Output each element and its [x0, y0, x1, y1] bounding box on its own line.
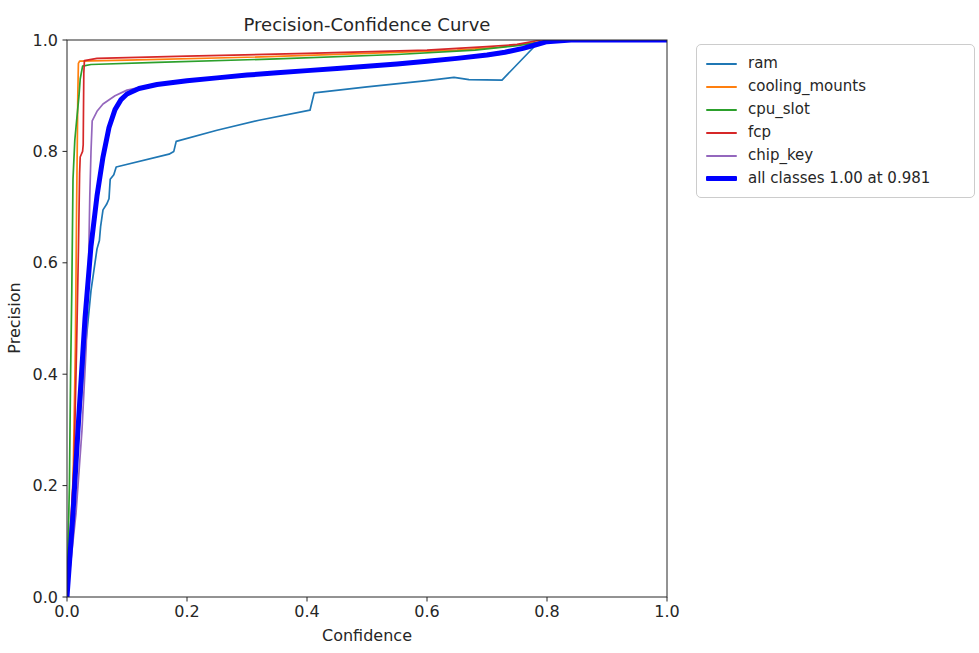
curve-cpu-slot: [67, 40, 667, 597]
y-tick-label: 0.0: [33, 588, 58, 607]
axes-layer: 0.0 0.2 0.4 0.6 0.8 1.0 0.0 0.2 0.4 0.6 0.8 1.0: [33, 31, 680, 622]
legend: ramcooling_mountscpu_slotfcpchip_keyall …: [696, 44, 975, 198]
legend-line-swatch: [706, 109, 737, 111]
y-tick-label: 0.2: [33, 476, 58, 495]
plot-border: [67, 40, 667, 597]
legend-line-swatch: [706, 132, 737, 134]
legend-label: cpu_slot: [748, 98, 810, 121]
x-tick-label: 1.0: [654, 602, 679, 621]
y-tick-label: 1.0: [33, 31, 58, 50]
legend-line-swatch: [706, 63, 737, 65]
y-axis-label: Precision: [5, 282, 24, 353]
legend-label: all classes 1.00 at 0.981: [748, 167, 930, 190]
figure: 0.0 0.2 0.4 0.6 0.8 1.0 0.0 0.2 0.4 0.6 0.8 1.0 Pre…: [0, 0, 979, 653]
x-tick-label: 0.2: [174, 602, 199, 621]
y-tick-label: 0.8: [33, 142, 58, 161]
y-tick-label: 0.6: [33, 253, 58, 272]
x-axis-label: Confidence: [322, 626, 412, 645]
legend-line-swatch: [706, 86, 737, 88]
legend-item-all-classes-1-00-at-0-981: all classes 1.00 at 0.981: [706, 167, 965, 190]
legend-line-swatch: [706, 155, 737, 157]
curve-chip-key: [67, 40, 667, 597]
y-tick-label: 0.4: [33, 365, 58, 384]
chart-title: Precision-Confidence Curve: [244, 14, 491, 35]
x-tick-label: 0.8: [534, 602, 559, 621]
x-tick-label: 0.4: [294, 602, 319, 621]
curve-ram: [67, 40, 667, 597]
x-tick-label: 0.0: [54, 602, 79, 621]
legend-item-fcp: fcp: [706, 121, 965, 144]
legend-item-chip-key: chip_key: [706, 144, 965, 167]
curve-cooling-mounts: [67, 40, 667, 597]
legend-label: fcp: [748, 121, 771, 144]
legend-label: ram: [748, 52, 778, 75]
legend-line-swatch: [706, 176, 737, 181]
legend-item-ram: ram: [706, 52, 965, 75]
x-tick-label: 0.6: [414, 602, 439, 621]
curve-fcp: [67, 40, 667, 597]
legend-label: cooling_mounts: [748, 75, 866, 98]
series-layer: [67, 40, 667, 597]
legend-item-cooling-mounts: cooling_mounts: [706, 75, 965, 98]
curve-all-classes-1-00-at-0-981: [67, 40, 667, 597]
legend-item-cpu-slot: cpu_slot: [706, 98, 965, 121]
legend-label: chip_key: [748, 144, 813, 167]
